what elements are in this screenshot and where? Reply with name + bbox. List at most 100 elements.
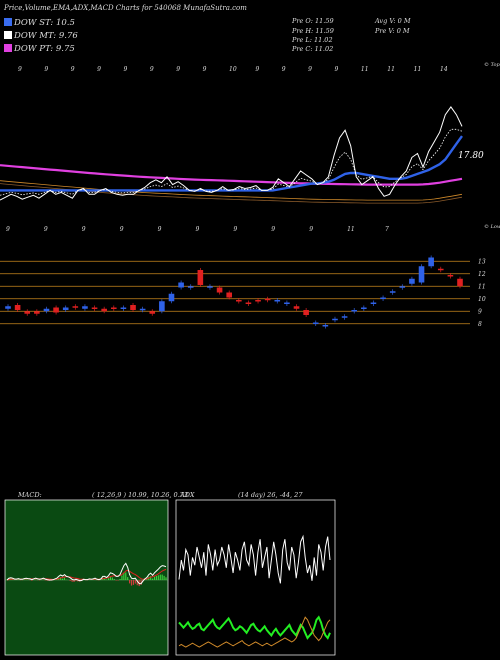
top-label: 9: [308, 66, 312, 73]
candle-body: [159, 301, 165, 312]
candle-body: [168, 293, 175, 302]
bottom-label: 9: [271, 226, 275, 233]
candle-body: [351, 310, 358, 312]
top-label: 9: [150, 66, 154, 73]
top-label: 11: [387, 66, 395, 73]
bottom-label: 9: [120, 226, 124, 233]
tops-label: © Tops: [484, 61, 500, 68]
candle-body: [62, 307, 69, 310]
ema-long-line: [0, 164, 463, 186]
dmi-plus-line: [178, 534, 331, 584]
candle-body: [457, 278, 463, 287]
macd-params: ( 12,26,9 ) 10.99, 10.26, 0.73: [92, 491, 189, 499]
legend-dow-mt-label: DOW MT: 9.76: [14, 31, 78, 41]
candle-body: [428, 257, 434, 267]
candle-body: [399, 286, 406, 288]
candle-body: [361, 307, 367, 309]
legend-dow-pt-label: DOW PT: 9.75: [14, 44, 75, 54]
lows-label: © Lows: [484, 223, 500, 230]
ema-medium-line: [0, 135, 463, 192]
candle-body: [437, 268, 444, 271]
candle-body: [409, 278, 415, 284]
candle-body: [245, 302, 252, 304]
adx-line: [178, 616, 331, 648]
candle-body: [312, 322, 319, 324]
candle-body: [332, 318, 338, 321]
candle-body: [216, 287, 223, 293]
candle-body: [178, 282, 184, 288]
top-label: 11: [361, 66, 369, 73]
candle-body: [303, 310, 309, 315]
candle-body: [139, 308, 146, 311]
top-label: 10: [229, 66, 237, 73]
candle-y-tick: 9: [478, 308, 482, 315]
ema-orange-line: [0, 180, 463, 201]
candle-body: [389, 291, 396, 293]
bottom-label: 9: [309, 226, 313, 233]
candle-body: [101, 308, 107, 312]
candle-y-tick: 12: [478, 271, 486, 278]
price-line: [0, 106, 463, 201]
stat-pre-high: Pre H: 11.59: [292, 27, 334, 35]
candle-body: [14, 305, 21, 310]
candle-body: [322, 325, 329, 327]
bottom-label: 9: [196, 226, 200, 233]
top-label: 14: [440, 66, 448, 73]
candle-body: [187, 286, 194, 288]
stat-pre-low: Pre L: 11.02: [292, 36, 333, 44]
stat-avg-volume: Avg V: 0 M: [375, 17, 411, 25]
legend-dow-mt: DOW MT: 9.76: [4, 31, 78, 41]
candle-y-tick: 10: [478, 296, 486, 303]
top-label: 9: [124, 66, 128, 73]
candle-body: [293, 306, 300, 309]
top-label: 9: [176, 66, 180, 73]
macd-line: [6, 562, 167, 585]
candle-body: [255, 300, 261, 302]
candle-body: [226, 292, 232, 298]
candle-body: [264, 298, 271, 301]
candle-body: [91, 307, 98, 309]
legend-dow-pt: DOW PT: 9.75: [4, 44, 75, 54]
stat-pre-open: Pre O: 11.59: [292, 17, 334, 25]
top-label: 9: [71, 66, 75, 73]
dmi-minus-line: [178, 615, 331, 640]
candle-body: [236, 300, 242, 302]
candle-body: [274, 300, 281, 302]
macd-frame: [4, 499, 169, 656]
top-label: 9: [282, 66, 286, 73]
candle-body: [24, 311, 31, 314]
bottom-label: 9: [6, 226, 10, 233]
candle-body: [447, 275, 454, 277]
bottom-label: 9: [44, 226, 48, 233]
bottom-label: 11: [347, 226, 355, 233]
top-label: 9: [255, 66, 259, 73]
bottom-label: 9: [233, 226, 237, 233]
candle-body: [197, 270, 204, 285]
candle-y-tick: 11: [478, 283, 486, 290]
candle-body: [341, 316, 348, 318]
candle-body: [120, 307, 127, 309]
candle-body: [418, 266, 425, 283]
candle-body: [130, 305, 136, 310]
candle-body: [149, 311, 156, 314]
candle-body: [34, 311, 40, 314]
candle-body: [207, 286, 213, 288]
legend-swatch-mt-icon: [4, 31, 12, 39]
adx-params: (14 day) 26, -44, 27: [238, 491, 303, 499]
top-label: 9: [203, 66, 207, 73]
bottom-label: 9: [82, 226, 86, 233]
legend-swatch-st-icon: [4, 18, 12, 26]
candle-body: [110, 307, 117, 309]
stat-pre-close: Pre C: 11.02: [292, 45, 334, 53]
legend-dow-st: DOW ST: 10.5: [4, 18, 75, 28]
candle-body: [370, 302, 377, 304]
candle-body: [53, 307, 59, 313]
chart-title: Price,Volume,EMA,ADX,MACD Charts for 540…: [4, 4, 247, 12]
candle-body: [82, 306, 88, 309]
candle-body: [72, 306, 79, 308]
top-label: 9: [97, 66, 101, 73]
candle-body: [43, 308, 50, 312]
top-label: 9: [335, 66, 339, 73]
top-label: 11: [414, 66, 422, 73]
